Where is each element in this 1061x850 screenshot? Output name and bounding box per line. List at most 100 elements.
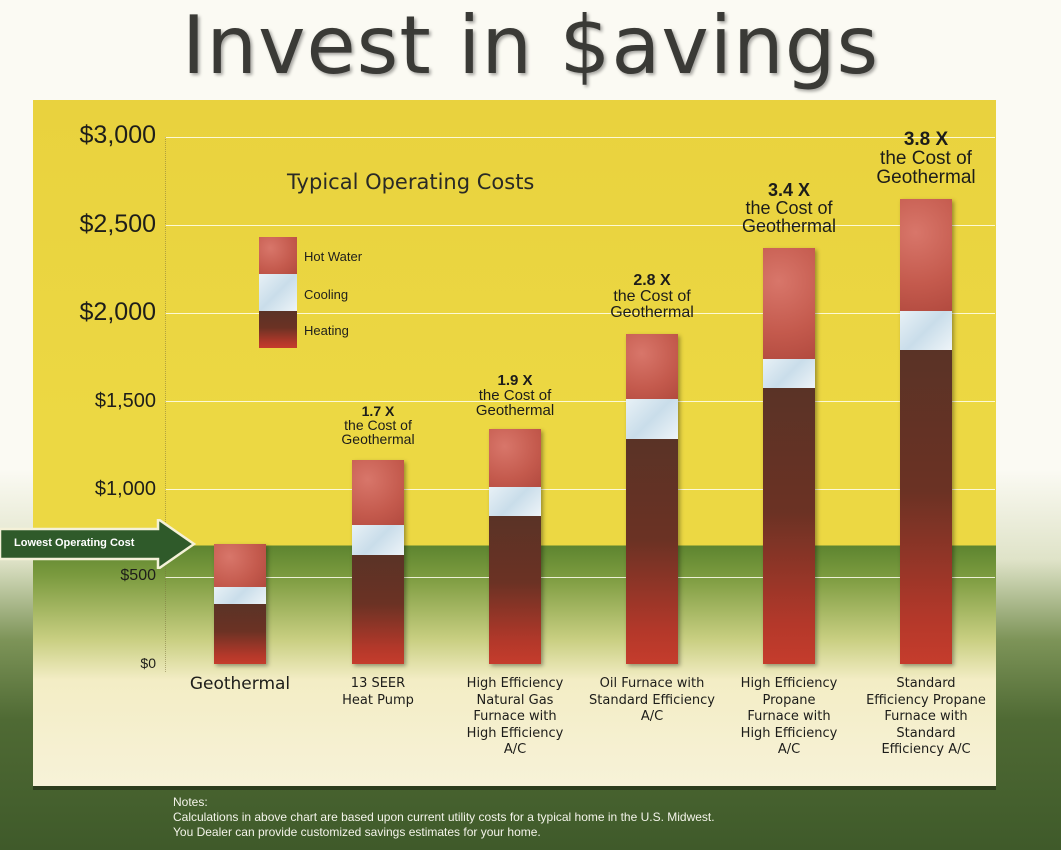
multiplier-value: 2.8 X bbox=[633, 272, 671, 289]
bar-segment-heating bbox=[489, 516, 541, 664]
multiplier-value: 3.8 X bbox=[903, 129, 949, 150]
gridline-3000 bbox=[165, 137, 995, 138]
bar-segment-cooling bbox=[489, 487, 541, 516]
y-tick-2000: $2,000 bbox=[79, 298, 156, 326]
legend-swatch-heating bbox=[259, 311, 297, 348]
bar-segment-cooling bbox=[763, 359, 815, 388]
notes-line: You Dealer can provide customized saving… bbox=[173, 825, 541, 839]
bar-13-seer-heat-pump bbox=[352, 460, 404, 664]
bar-segment-hot-water bbox=[352, 460, 404, 525]
bar-std-propane bbox=[900, 199, 952, 664]
bar-segment-cooling bbox=[900, 311, 952, 350]
category-label-line: A/C bbox=[640, 709, 664, 724]
gridline-2500 bbox=[165, 225, 995, 226]
category-label-line: A/C bbox=[503, 742, 527, 757]
category-label-line: High Efficiency bbox=[466, 725, 564, 741]
category-label-line: Efficiency Propane bbox=[866, 692, 986, 708]
bar-segment-heating bbox=[626, 439, 678, 664]
y-tick-3000: $3,000 bbox=[79, 121, 156, 149]
bar-segment-hot-water bbox=[763, 248, 815, 359]
category-label-line: High Efficiency bbox=[740, 725, 838, 741]
multiplier-text: the Cost of bbox=[880, 148, 972, 169]
multiplier-text: Geothermal bbox=[741, 216, 837, 236]
category-label-13-seer: 13 SEER Heat Pump bbox=[298, 676, 458, 709]
chart-title: Typical Operating Costs bbox=[287, 170, 535, 194]
multiplier-text: Geothermal bbox=[475, 402, 555, 419]
multiplier-value: 3.4 X bbox=[767, 180, 811, 200]
bar-geothermal bbox=[214, 544, 266, 664]
multiplier-text: Geothermal bbox=[876, 167, 976, 188]
category-label-line: Oil Furnace with bbox=[599, 676, 705, 691]
category-label-line: 13 SEER bbox=[350, 676, 406, 691]
category-label-he-natural-gas: High Efficiency Natural Gas Furnace with… bbox=[435, 676, 595, 759]
gridline-1000 bbox=[165, 489, 995, 490]
gridline-500 bbox=[165, 577, 995, 578]
y-axis-line bbox=[165, 137, 167, 672]
multiplier-text: Geothermal bbox=[341, 431, 415, 447]
bar-oil-furnace bbox=[626, 334, 678, 664]
legend-label-hot-water: Hot Water bbox=[304, 249, 363, 264]
bar-segment-cooling bbox=[626, 399, 678, 439]
category-label-he-propane: High Efficiency Propane Furnace with Hig… bbox=[709, 676, 869, 759]
multiplier-value: 1.7 X bbox=[361, 403, 395, 419]
bar-segment-heating bbox=[763, 388, 815, 664]
category-label-line: Furnace with bbox=[747, 709, 831, 724]
bar-he-natural-gas bbox=[489, 429, 541, 664]
bar-segment-hot-water bbox=[214, 544, 266, 587]
category-label-line: Heat Pump bbox=[342, 692, 414, 708]
multiplier-value: 1.9 X bbox=[497, 372, 533, 389]
multiplier-text: Geothermal bbox=[610, 304, 694, 321]
multiplier-text: the Cost of bbox=[613, 288, 691, 305]
category-label-line: Furnace with bbox=[473, 709, 557, 724]
legend-swatch bbox=[259, 237, 297, 348]
category-label-line: Standard Efficiency bbox=[589, 692, 715, 708]
multiplier-label: 3.4 X the Cost of Geothermal bbox=[704, 181, 874, 235]
gridline-2000 bbox=[165, 313, 995, 314]
bar-segment-cooling bbox=[214, 587, 266, 604]
legend-label-cooling: Cooling bbox=[304, 287, 349, 302]
notes-heading: Notes: bbox=[173, 795, 208, 809]
bar-segment-heating bbox=[214, 604, 266, 664]
notes-line: Calculations in above chart are based up… bbox=[173, 810, 715, 824]
category-label-geothermal: Geothermal bbox=[160, 676, 320, 693]
bar-segment-cooling bbox=[352, 525, 404, 555]
multiplier-text: the Cost of bbox=[745, 198, 833, 218]
y-tick-500: $500 bbox=[120, 567, 156, 584]
bar-segment-hot-water bbox=[626, 334, 678, 399]
category-label-line: Standard bbox=[896, 725, 956, 741]
multiplier-label: 2.8 X the Cost of Geothermal bbox=[567, 273, 737, 321]
y-tick-1500: $1,500 bbox=[94, 390, 156, 412]
y-tick-0: $0 bbox=[140, 655, 156, 671]
page-title: Invest in $avings bbox=[181, 0, 880, 92]
bar-segment-heating bbox=[900, 350, 952, 664]
gridline-1500 bbox=[165, 401, 995, 402]
category-label-line: High Efficiency bbox=[466, 676, 564, 691]
category-label-std-propane: Standard Efficiency Propane Furnace with… bbox=[846, 676, 1006, 759]
category-label-line: Geothermal bbox=[189, 674, 291, 694]
multiplier-text: the Cost of bbox=[478, 387, 552, 404]
legend-swatch-hot-water bbox=[259, 237, 297, 274]
category-label-line: Efficiency A/C bbox=[881, 742, 971, 757]
category-label-line: Natural Gas bbox=[476, 692, 554, 708]
category-label-line: High Efficiency bbox=[740, 676, 838, 691]
multiplier-label: 1.7 X the Cost of Geothermal bbox=[293, 404, 463, 446]
legend-label-heating: Heating bbox=[304, 323, 349, 338]
multiplier-label: 1.9 X the Cost of Geothermal bbox=[430, 373, 600, 418]
y-tick-1000: $1,000 bbox=[94, 478, 156, 500]
bar-segment-hot-water bbox=[900, 199, 952, 311]
legend-swatch-cooling bbox=[259, 274, 297, 311]
category-label-line: A/C bbox=[777, 742, 801, 757]
panel-shadow bbox=[33, 786, 996, 790]
y-tick-2500: $2,500 bbox=[79, 210, 156, 238]
category-label-line: Propane bbox=[762, 692, 816, 708]
multiplier-label: 3.8 X the Cost of Geothermal bbox=[841, 130, 1011, 187]
bar-segment-hot-water bbox=[489, 429, 541, 487]
arrow-icon bbox=[0, 519, 196, 569]
lowest-cost-label: Lowest Operating Cost bbox=[14, 537, 135, 549]
multiplier-text: the Cost of bbox=[344, 417, 412, 433]
category-label-oil-furnace: Oil Furnace with Standard Efficiency A/C bbox=[572, 676, 732, 726]
category-label-line: Standard bbox=[896, 676, 956, 691]
bar-segment-heating bbox=[352, 555, 404, 664]
bar-he-propane bbox=[763, 248, 815, 664]
notes: Notes: Calculations in above chart are b… bbox=[173, 795, 715, 840]
